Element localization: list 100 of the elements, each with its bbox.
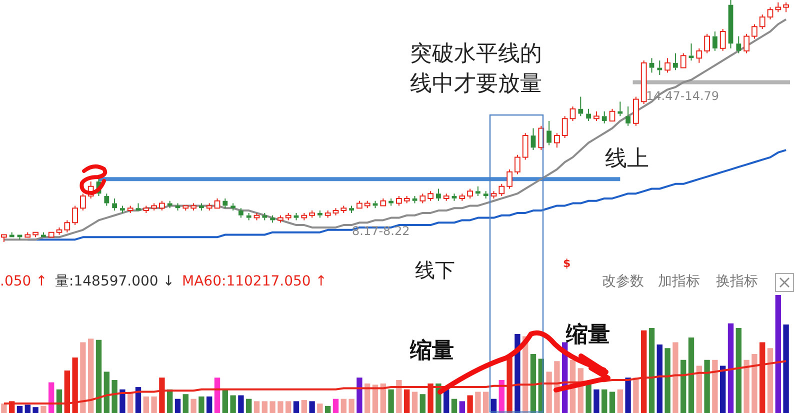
candlestick xyxy=(199,202,204,212)
candlestick xyxy=(238,208,244,218)
text: MA60:110217.050 ↑ xyxy=(182,274,327,290)
bar xyxy=(112,380,118,413)
candlestick xyxy=(530,128,536,151)
candlestick xyxy=(222,198,228,209)
bar xyxy=(396,380,402,413)
bar xyxy=(372,384,378,413)
bar xyxy=(767,348,774,413)
bar xyxy=(594,389,600,413)
candlestick xyxy=(388,198,394,206)
candlestick xyxy=(349,205,354,214)
candlestick xyxy=(175,202,180,212)
bar xyxy=(364,384,370,413)
bar xyxy=(88,338,94,413)
candlestick xyxy=(736,36,742,54)
candlestick xyxy=(104,193,110,206)
candlestick xyxy=(586,108,591,122)
bar xyxy=(270,401,276,413)
candlestick xyxy=(483,190,488,199)
candlestick xyxy=(262,212,268,221)
bar xyxy=(467,395,473,413)
candlestick xyxy=(120,205,125,214)
bar xyxy=(24,404,30,413)
candlestick xyxy=(436,188,441,202)
bar xyxy=(317,404,323,413)
candlestick xyxy=(452,193,457,202)
bar xyxy=(680,360,686,413)
annotation: 8.17-8.22 xyxy=(352,224,410,238)
candlestick xyxy=(136,202,141,211)
bar xyxy=(286,401,292,413)
bar xyxy=(198,396,204,413)
bar xyxy=(602,389,608,413)
bar xyxy=(120,389,126,413)
bar xyxy=(1,404,7,413)
bar xyxy=(16,406,23,413)
candlestick xyxy=(230,202,236,212)
bar xyxy=(744,360,750,413)
bar xyxy=(412,392,418,413)
bar xyxy=(238,395,244,413)
text: 换指标 xyxy=(716,274,758,290)
bar xyxy=(80,342,86,413)
bar xyxy=(704,360,710,413)
bar xyxy=(214,378,220,413)
candlestick xyxy=(712,30,718,52)
candlestick xyxy=(578,96,584,117)
text: .050 ↑ xyxy=(0,274,48,290)
bar xyxy=(301,400,307,413)
bar xyxy=(688,337,694,413)
bar xyxy=(609,392,616,413)
bar xyxy=(696,366,702,413)
bar xyxy=(451,398,458,413)
text: 量:148597.000 ↓ xyxy=(55,274,175,290)
bar xyxy=(348,398,354,413)
candlestick xyxy=(626,106,630,126)
bar xyxy=(546,372,552,413)
candlestick xyxy=(546,120,552,146)
bar xyxy=(444,389,450,413)
bar xyxy=(720,366,726,413)
bar xyxy=(143,396,149,413)
bar xyxy=(206,396,212,413)
bar xyxy=(190,398,196,413)
candlestick xyxy=(412,196,418,204)
bar xyxy=(278,401,284,413)
bar xyxy=(625,378,631,413)
bar xyxy=(475,392,481,413)
bar xyxy=(48,382,54,413)
bar xyxy=(530,354,536,413)
bar xyxy=(151,396,157,413)
bar xyxy=(174,398,181,413)
bar xyxy=(736,328,742,413)
bar xyxy=(388,389,394,413)
bar xyxy=(459,401,465,413)
candlestick xyxy=(649,58,654,74)
bar xyxy=(332,398,339,413)
bar xyxy=(656,344,662,413)
bar xyxy=(104,372,110,413)
candlestick xyxy=(17,234,22,240)
bar xyxy=(483,392,489,413)
annotation: 线中才要放量 xyxy=(410,72,542,97)
bar xyxy=(182,394,188,413)
bar xyxy=(96,340,102,413)
text: 线下 xyxy=(415,258,455,282)
bar xyxy=(262,401,268,413)
bar xyxy=(254,401,260,413)
bar xyxy=(752,354,758,413)
bar xyxy=(775,295,781,413)
candlestick xyxy=(602,110,607,124)
bar xyxy=(728,323,734,413)
text: 加指标 xyxy=(658,274,700,290)
bar xyxy=(420,394,426,413)
candlestick xyxy=(476,186,480,197)
candlestick xyxy=(294,212,299,221)
bar xyxy=(633,378,639,413)
candlestick xyxy=(112,198,117,212)
bar xyxy=(222,389,228,413)
annotation: 缩量 xyxy=(565,322,610,348)
bar xyxy=(783,324,789,413)
annotation: 缩量 xyxy=(409,338,454,364)
candlestick xyxy=(728,0,734,49)
